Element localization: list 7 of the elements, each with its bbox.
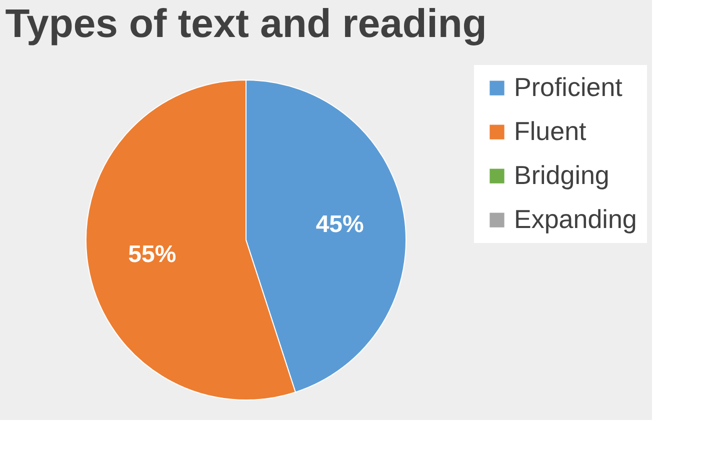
legend-label: Bridging — [514, 160, 610, 190]
chart-title: Types of text and reading — [5, 2, 487, 46]
data-label: 45% — [316, 211, 364, 238]
legend-label: Expanding — [514, 204, 637, 234]
legend-label: Fluent — [514, 116, 588, 146]
data-label: 55% — [128, 240, 176, 268]
legend-label: Proficient — [514, 72, 624, 102]
